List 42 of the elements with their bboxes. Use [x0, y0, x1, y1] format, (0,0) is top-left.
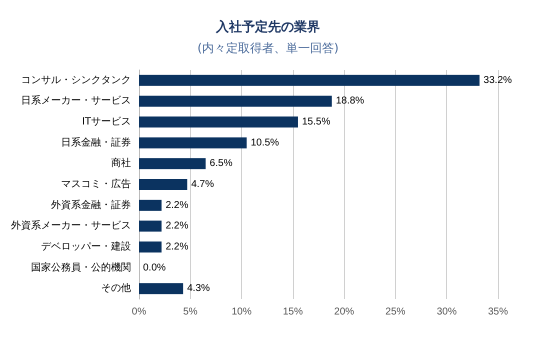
x-tick-label: 15%: [282, 306, 303, 318]
x-tick-label: 30%: [436, 306, 457, 318]
chart-subtitle: (内々定取得者、単一回答): [197, 41, 339, 55]
y-tick-label: 日系メーカー・サービス: [21, 94, 131, 107]
data-label: 4.7%: [191, 179, 214, 190]
bar: [139, 96, 332, 107]
x-tick-label: 5%: [183, 306, 198, 318]
x-tick-label: 20%: [334, 306, 354, 318]
y-tick-label: デベロッパー・建設: [41, 240, 131, 252]
bar: [139, 283, 184, 294]
y-tick-label: ITサービス: [82, 116, 131, 128]
x-tick-label: 10%: [232, 306, 252, 318]
data-label: 4.3%: [187, 283, 210, 294]
data-label: 2.2%: [166, 200, 188, 211]
data-label: 2.2%: [166, 220, 188, 232]
y-tick-label: 国家公務員・公的機関: [31, 261, 131, 274]
x-tick-label: 25%: [385, 306, 406, 318]
bar: [139, 158, 206, 170]
data-label: 18.8%: [336, 96, 364, 107]
bar: [139, 241, 162, 252]
y-tick-label: 商社: [111, 157, 131, 170]
y-tick-label: その他: [101, 282, 131, 294]
bar: [139, 200, 162, 211]
data-label: 0.0%: [143, 262, 166, 274]
y-tick-label: 日系金融・証券: [61, 136, 131, 148]
bar: [139, 74, 480, 86]
y-tick-label: 外資系メーカー・サービス: [11, 220, 131, 232]
data-label: 2.2%: [166, 241, 188, 252]
data-label: 15.5%: [302, 116, 330, 128]
data-label: 33.2%: [484, 74, 512, 86]
y-tick-label: マスコミ・広告: [61, 178, 131, 190]
x-tick-label: 35%: [488, 306, 508, 318]
data-label: 10.5%: [250, 137, 280, 148]
bar: [139, 137, 247, 148]
y-tick-label: 外資系金融・証券: [51, 198, 131, 211]
data-label: 6.5%: [210, 158, 233, 170]
bar: [139, 116, 298, 128]
chart-title: 入社予定先の業界: [215, 19, 320, 35]
bar: [139, 179, 188, 190]
bar: [139, 220, 162, 232]
y-tick-label: コンサル・シンクタンク: [21, 74, 131, 86]
x-tick-label: 0%: [132, 306, 146, 318]
